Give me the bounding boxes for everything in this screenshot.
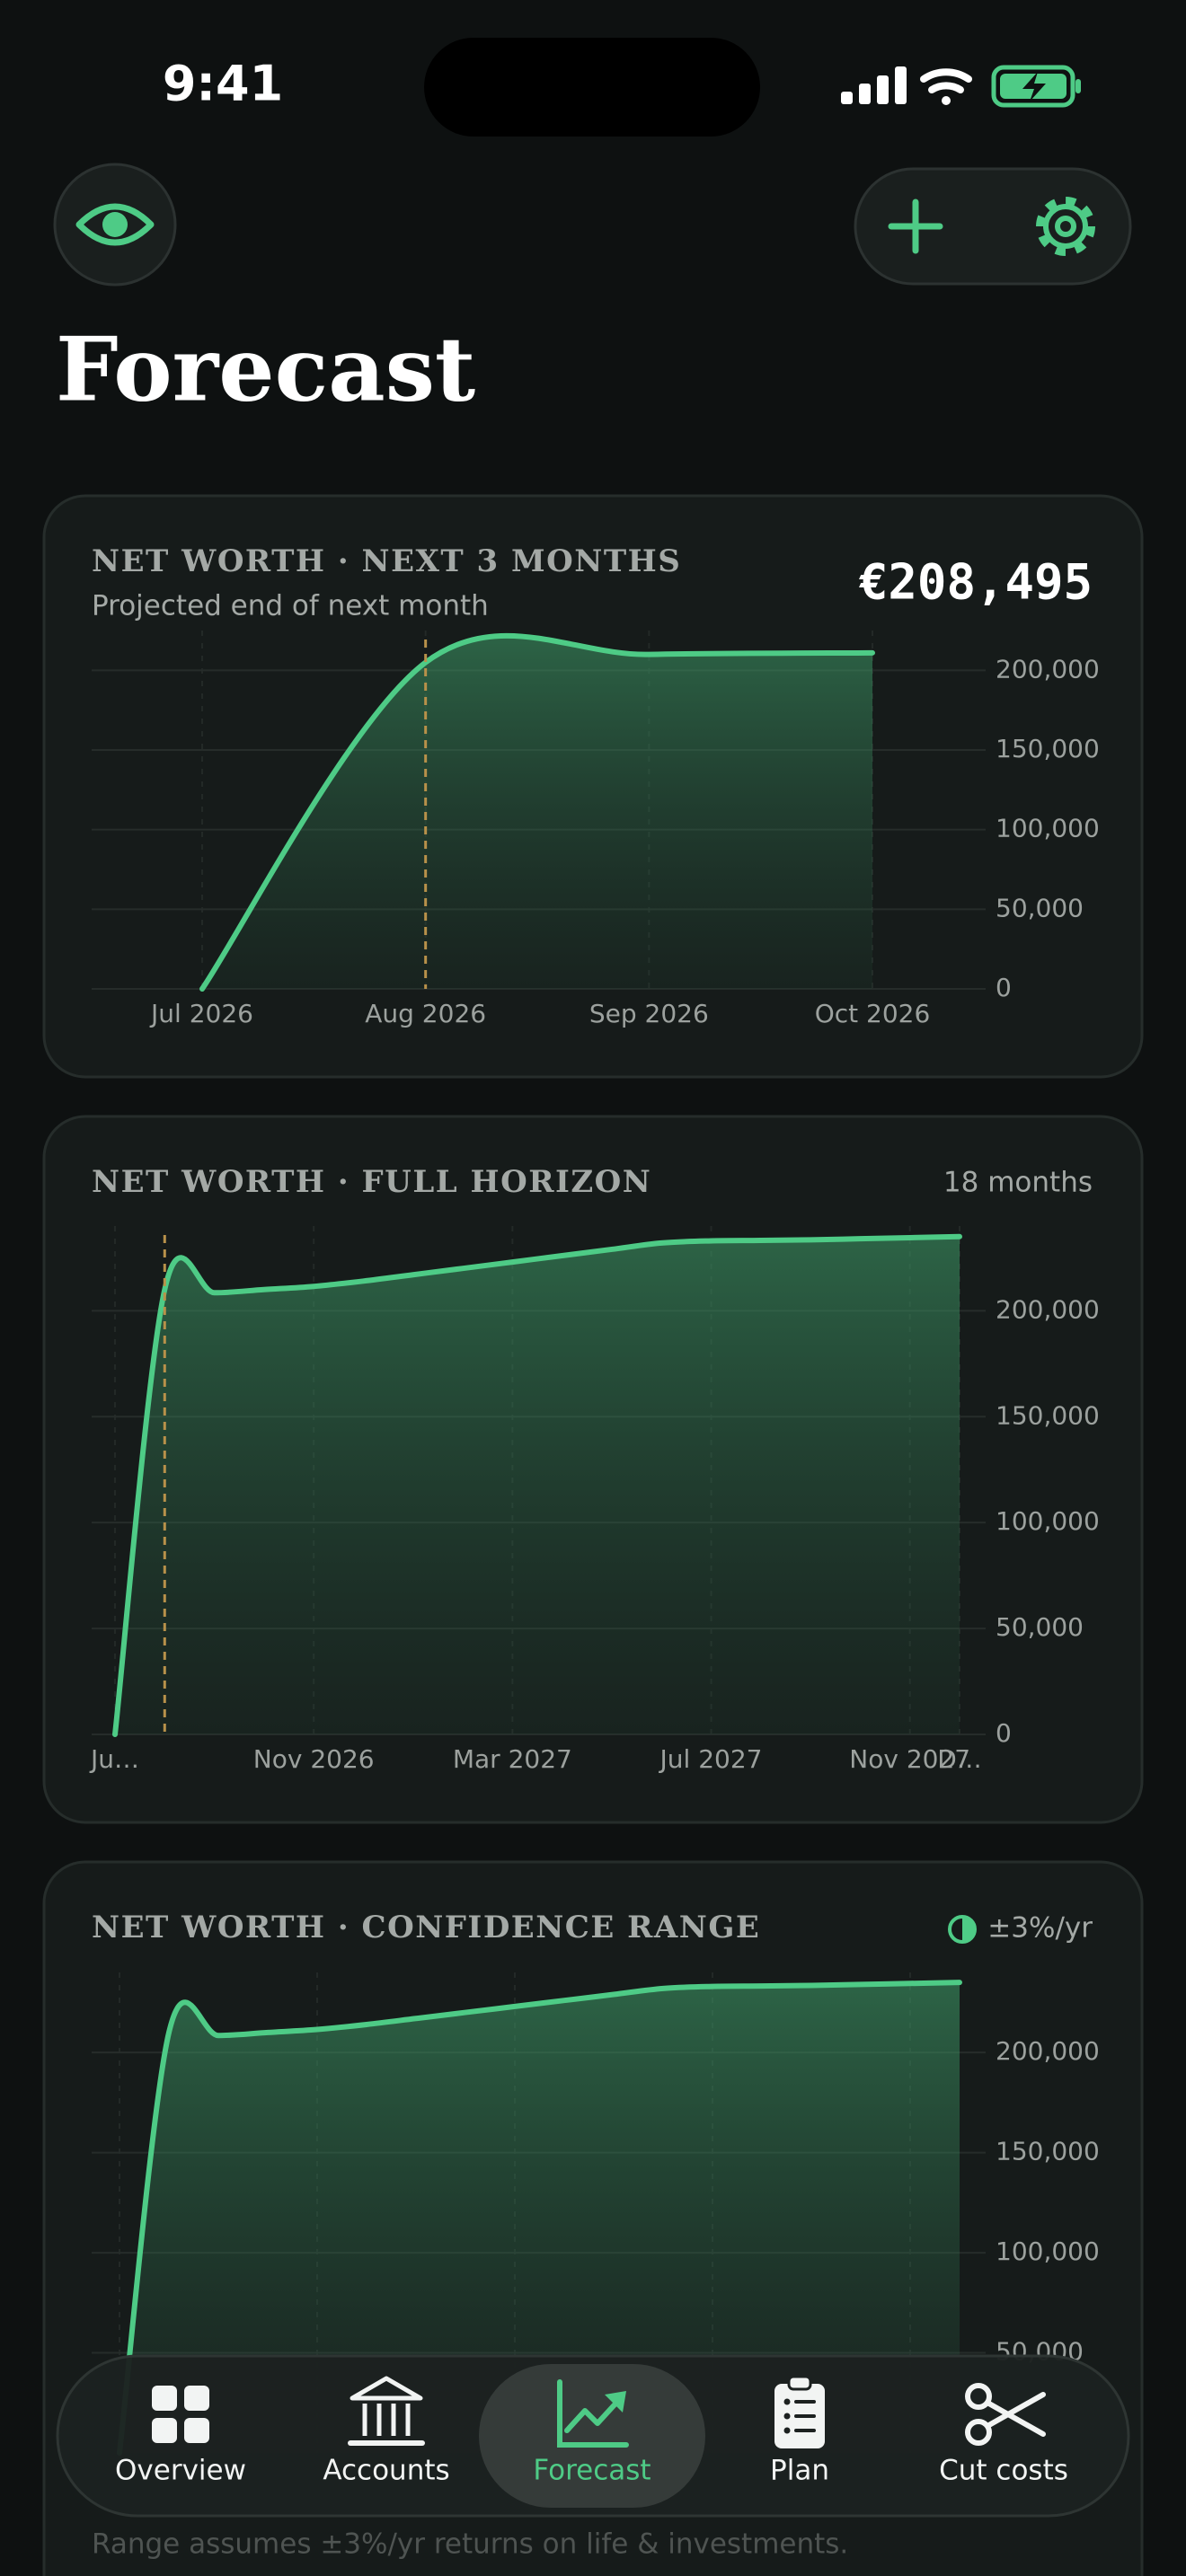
- status-time: 9:41: [163, 56, 283, 112]
- active-tab-highlight: [479, 2364, 705, 2508]
- plot: [112, 1233, 962, 1737]
- icon-part: [184, 2418, 209, 2443]
- icon-part: [985, 2400, 1046, 2437]
- y-tick-label: 50,000: [996, 893, 1084, 922]
- x-tick-label: D…: [937, 1744, 982, 1774]
- x-tick-label: Jul 2027: [659, 1744, 763, 1774]
- icon-part: [965, 2383, 992, 2410]
- visibility-button[interactable]: [53, 163, 177, 287]
- y-tick-label: 150,000: [996, 2137, 1100, 2166]
- tab-label: Cut costs: [939, 2455, 1068, 2487]
- icon-part: [184, 2386, 209, 2411]
- x-tick-label: Aug 2026: [365, 999, 486, 1028]
- icon-part: [783, 2413, 791, 2420]
- card-badge: ±3%/yr: [987, 1912, 1093, 1945]
- wifi-icon: [920, 68, 972, 105]
- signal-icon: [841, 66, 907, 104]
- footnote: Range assumes ±3%/yr returns on life & i…: [92, 2528, 848, 2561]
- icon-part: [152, 2386, 177, 2411]
- tab-icon: [152, 2386, 209, 2443]
- range-icon: [948, 1915, 977, 1944]
- tab-icon: [557, 2379, 629, 2448]
- icon-part: [787, 2375, 812, 2391]
- charts: 0 50,000 100,000 150,000 200,000 Jul 2026 Aug …: [89, 631, 1100, 2456]
- y-tick-label: 50,000: [996, 1612, 1084, 1642]
- line: [112, 1233, 962, 1737]
- tab-label: Forecast: [533, 2455, 651, 2487]
- icon-part: [783, 2398, 791, 2405]
- icon-part: [985, 2392, 1046, 2429]
- card-value: €208,495: [859, 554, 1093, 611]
- tab-icon: [965, 2383, 1046, 2446]
- icon-part: [350, 2376, 423, 2401]
- chart: 0 50,000 100,000 150,000 200,000 Jul 2026 Aug …: [92, 631, 1100, 1028]
- x-tick-label: Ju…: [89, 1744, 139, 1774]
- plot: [199, 632, 875, 992]
- y-tick-label: 0: [996, 973, 1012, 1002]
- line: [117, 1980, 962, 2456]
- page-title: Forecast: [56, 318, 475, 421]
- line: [199, 632, 875, 992]
- y-tick-label: 150,000: [996, 1400, 1100, 1430]
- y-tick-label: 100,000: [996, 814, 1100, 843]
- chart: 0 50,000 100,000 150,000 200,000 Ju… Nov 2026 M…: [89, 1226, 1100, 1774]
- tab-label: Overview: [115, 2455, 246, 2487]
- icon-part: [564, 2399, 620, 2433]
- x-tick-label: Mar 2027: [453, 1744, 572, 1774]
- y-tick-label: 0: [996, 1718, 1012, 1748]
- card-title: NET WORTH · FULL HORIZON: [92, 1164, 651, 1200]
- y-tick-label: 200,000: [996, 654, 1100, 684]
- y-tick-label: 150,000: [996, 734, 1100, 763]
- area: [119, 1982, 960, 2453]
- tab[interactable]: Forecast: [533, 2379, 651, 2487]
- x-tick-label: Jul 2026: [149, 999, 253, 1028]
- y-tick-label: 200,000: [996, 2036, 1100, 2066]
- plot: [117, 1980, 962, 2456]
- y-tick-label: 100,000: [996, 2236, 1100, 2266]
- x-tick-label: Nov 2027: [849, 1744, 970, 1774]
- card-subtitle: Projected end of next month: [92, 590, 489, 622]
- y-tick-label: 100,000: [996, 1506, 1100, 1536]
- y-tick-label: 200,000: [996, 1294, 1100, 1324]
- tab-icon: [348, 2376, 425, 2446]
- icon-part: [557, 2379, 629, 2448]
- tab[interactable]: Cut costs: [939, 2383, 1068, 2487]
- area: [115, 1236, 960, 1734]
- tab[interactable]: Overview: [115, 2386, 246, 2487]
- icon-part: [605, 2391, 626, 2413]
- tab-icon: [774, 2375, 825, 2448]
- x-tick-label: Oct 2026: [815, 999, 931, 1028]
- tab-label: Accounts: [323, 2455, 449, 2487]
- icon-part: [965, 2419, 992, 2446]
- dynamic-island: [424, 38, 760, 137]
- x-tick-label: Sep 2026: [589, 999, 709, 1028]
- x-tick-label: Nov 2026: [253, 1744, 375, 1774]
- tab-label: Plan: [770, 2455, 829, 2487]
- card-title: NET WORTH · CONFIDENCE RANGE: [92, 1910, 760, 1945]
- card-title: NET WORTH · NEXT 3 MONTHS: [92, 543, 681, 579]
- tab[interactable]: Plan: [770, 2375, 829, 2487]
- icon-part: [783, 2427, 791, 2434]
- card-badge: 18 months: [943, 1167, 1093, 1199]
- icon-part: [152, 2418, 177, 2443]
- settings-button[interactable]: [1036, 197, 1095, 256]
- tab-bar: Overview Accounts Forecast Plan Cut costs: [56, 2354, 1130, 2518]
- add-button[interactable]: [888, 198, 943, 254]
- tab[interactable]: Accounts: [323, 2376, 450, 2487]
- battery-icon: [991, 65, 1081, 108]
